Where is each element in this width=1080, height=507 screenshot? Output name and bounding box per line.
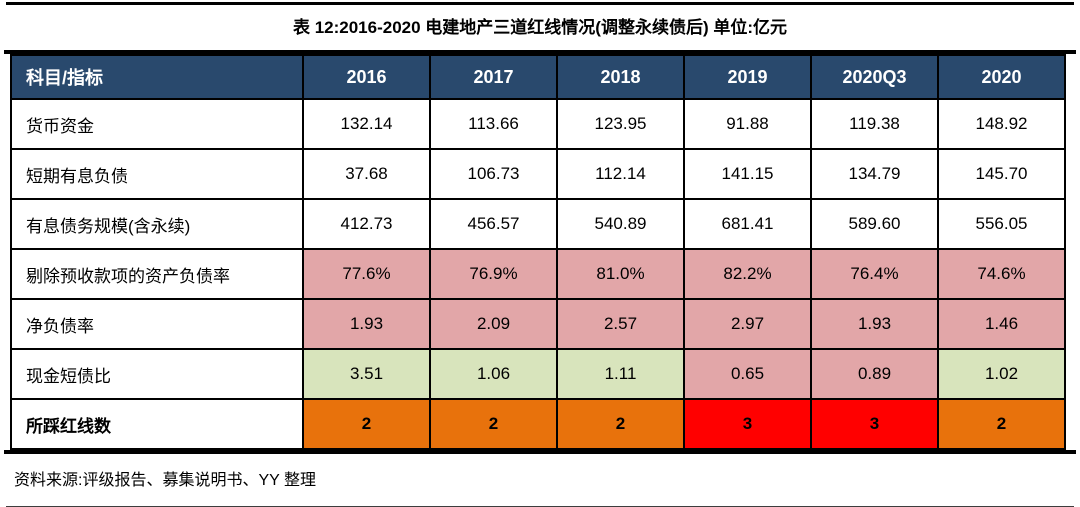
value-cell: 82.2% [683, 248, 812, 300]
three-red-lines-table: 科目/指标 2016 2017 2018 2019 2020Q3 2020 货币… [10, 54, 1066, 450]
value-cell: 0.89 [810, 348, 939, 400]
row-label: 短期有息负债 [10, 148, 304, 200]
top-divider [6, 2, 1074, 5]
table-row-short-term-debt: 短期有息负债 37.68 106.73 112.14 141.15 134.79… [10, 148, 1066, 200]
value-cell: 106.73 [429, 148, 558, 200]
row-label: 货币资金 [10, 98, 304, 150]
value-cell: 412.73 [302, 198, 431, 250]
row-label: 所踩红线数 [10, 398, 304, 450]
table-row-net-debt-ratio: 净负债率 1.93 2.09 2.57 2.97 1.93 1.46 [10, 298, 1066, 350]
header-cell-2018: 2018 [556, 54, 685, 100]
value-cell: 74.6% [937, 248, 1066, 300]
value-cell: 0.65 [683, 348, 812, 400]
value-cell: 132.14 [302, 98, 431, 150]
value-cell: 91.88 [683, 98, 812, 150]
value-cell: 2.09 [429, 298, 558, 350]
row-label: 有息债务规模(含永续) [10, 198, 304, 250]
table-row-monetary-funds: 货币资金 132.14 113.66 123.95 91.88 119.38 1… [10, 98, 1066, 150]
table-row-cash-short-debt-ratio: 现金短债比 3.51 1.06 1.11 0.65 0.89 1.02 [10, 348, 1066, 400]
table-row-red-lines-hit: 所踩红线数 2 2 2 3 3 2 [10, 398, 1066, 450]
table-bottom-border [4, 450, 1076, 454]
value-cell: 589.60 [810, 198, 939, 250]
header-cell-2020q3: 2020Q3 [810, 54, 939, 100]
value-cell: 119.38 [810, 98, 939, 150]
value-cell: 3 [683, 398, 812, 450]
header-cell-2017: 2017 [429, 54, 558, 100]
value-cell: 37.68 [302, 148, 431, 200]
value-cell: 81.0% [556, 248, 685, 300]
header-cell-2019: 2019 [683, 54, 812, 100]
value-cell: 134.79 [810, 148, 939, 200]
table-row-asset-liability-ratio: 剔除预收款项的资产负债率 77.6% 76.9% 81.0% 82.2% 76.… [10, 248, 1066, 300]
value-cell: 76.9% [429, 248, 558, 300]
header-cell-2020: 2020 [937, 54, 1066, 100]
value-cell: 3.51 [302, 348, 431, 400]
table-title: 表 12:2016-2020 电建地产三道红线情况(调整永续债后) 单位:亿元 [292, 18, 788, 37]
value-cell: 1.46 [937, 298, 1066, 350]
row-label: 净负债率 [10, 298, 304, 350]
value-cell: 540.89 [556, 198, 685, 250]
value-cell: 1.93 [810, 298, 939, 350]
value-cell: 1.06 [429, 348, 558, 400]
value-cell: 77.6% [302, 248, 431, 300]
source-note: 资料来源:评级报告、募集说明书、YY 整理 [14, 472, 316, 489]
header-cell-2016: 2016 [302, 54, 431, 100]
value-cell: 145.70 [937, 148, 1066, 200]
value-cell: 123.95 [556, 98, 685, 150]
value-cell: 112.14 [556, 148, 685, 200]
header-cell-subject: 科目/指标 [10, 54, 304, 100]
value-cell: 2 [937, 398, 1066, 450]
value-cell: 1.93 [302, 298, 431, 350]
value-cell: 76.4% [810, 248, 939, 300]
value-cell: 681.41 [683, 198, 812, 250]
value-cell: 2 [429, 398, 558, 450]
value-cell: 2 [302, 398, 431, 450]
value-cell: 141.15 [683, 148, 812, 200]
value-cell: 556.05 [937, 198, 1066, 250]
value-cell: 1.02 [937, 348, 1066, 400]
value-cell: 1.11 [556, 348, 685, 400]
value-cell: 2.57 [556, 298, 685, 350]
table-row-interest-bearing-debt: 有息债务规模(含永续) 412.73 456.57 540.89 681.41 … [10, 198, 1066, 250]
value-cell: 113.66 [429, 98, 558, 150]
table-header-row: 科目/指标 2016 2017 2018 2019 2020Q3 2020 [10, 54, 1066, 100]
value-cell: 148.92 [937, 98, 1066, 150]
table-top-border [4, 50, 1076, 54]
value-cell: 456.57 [429, 198, 558, 250]
value-cell: 2 [556, 398, 685, 450]
row-label: 剔除预收款项的资产负债率 [10, 248, 304, 300]
value-cell: 3 [810, 398, 939, 450]
row-label: 现金短债比 [10, 348, 304, 400]
value-cell: 2.97 [683, 298, 812, 350]
